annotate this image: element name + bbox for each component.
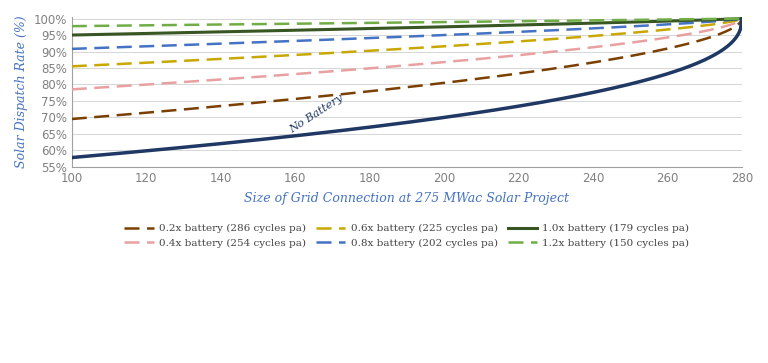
X-axis label: Size of Grid Connection at 275 MWac Solar Project: Size of Grid Connection at 275 MWac Sola… xyxy=(244,192,569,205)
Text: No Battery: No Battery xyxy=(288,93,345,135)
Y-axis label: Solar Dispatch Rate (%): Solar Dispatch Rate (%) xyxy=(15,16,28,168)
Legend: 0.2x battery (286 cycles pa), 0.4x battery (254 cycles pa), 0.6x battery (225 cy: 0.2x battery (286 cycles pa), 0.4x batte… xyxy=(120,220,694,252)
